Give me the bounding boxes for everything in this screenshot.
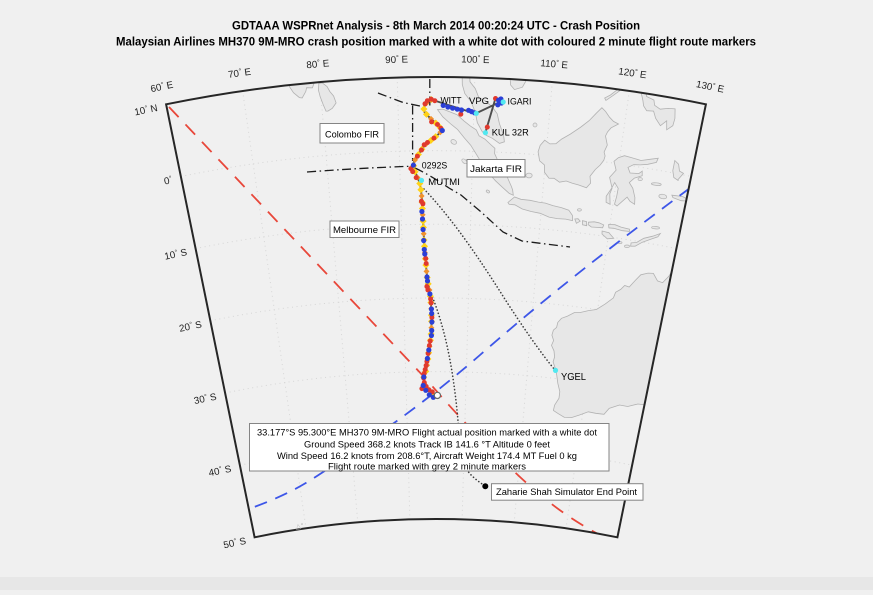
svg-text:WITT: WITT (441, 95, 462, 106)
svg-text:Wind Speed 16.2 knots from 208: Wind Speed 16.2 knots from 208.6°T, Airc… (277, 451, 577, 462)
svg-text:40° S: 40° S (208, 463, 233, 479)
svg-text:YGEL: YGEL (561, 372, 587, 383)
svg-text:Jakarta FIR: Jakarta FIR (470, 164, 522, 175)
svg-text:Zaharie Shah Simulator End Poi: Zaharie Shah Simulator End Point (496, 487, 637, 498)
svg-text:10° N: 10° N (133, 102, 158, 118)
svg-text:0°: 0° (163, 174, 174, 187)
svg-text:70° E: 70° E (227, 66, 252, 81)
svg-text:130° E: 130° E (695, 78, 726, 96)
svg-text:60° E: 60° E (149, 79, 174, 95)
svg-text:GDTAAA WSPRnet Analysis - 8th: GDTAAA WSPRnet Analysis - 8th March 2014… (232, 19, 640, 33)
svg-text:50° S: 50° S (222, 535, 247, 551)
svg-text:0292S: 0292S (422, 161, 447, 172)
svg-text:110° E: 110° E (540, 57, 569, 71)
svg-text:80° E: 80° E (306, 57, 330, 71)
svg-text:Flight route marked with grey: Flight route marked with grey 2 minute m… (328, 462, 526, 473)
svg-text:120° E: 120° E (618, 65, 648, 81)
svg-text:Colombo FIR: Colombo FIR (325, 130, 379, 141)
svg-text:20° S: 20° S (178, 318, 203, 334)
svg-text:33.177°S 95.300°E MH370 9M-MRO: 33.177°S 95.300°E MH370 9M-MRO Flight ac… (257, 427, 597, 438)
svg-text:Ground Speed 368.2 knots Track: Ground Speed 368.2 knots Track IB 141.6 … (304, 439, 550, 450)
svg-text:90° E: 90° E (385, 53, 409, 66)
svg-text:10° S: 10° S (163, 246, 188, 262)
svg-text:MUTMI: MUTMI (428, 177, 460, 188)
svg-text:Melbourne FIR: Melbourne FIR (333, 225, 396, 236)
svg-text:△°: △° (295, 522, 305, 531)
svg-text:VPG: VPG (469, 96, 489, 107)
svg-text:100° E: 100° E (461, 53, 490, 66)
svg-text:IGARI: IGARI (508, 97, 532, 108)
svg-text:KUL 32R: KUL 32R (492, 128, 529, 139)
svg-text:Malaysian Airlines MH370 9M-MR: Malaysian Airlines MH370 9M-MRO crash po… (116, 37, 756, 49)
svg-text:30° S: 30° S (193, 391, 218, 407)
